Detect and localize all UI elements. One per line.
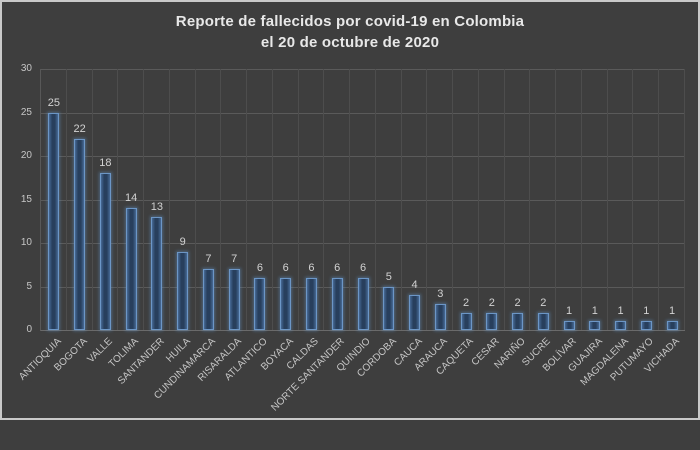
bar (460, 312, 472, 330)
horizontal-gridline (41, 112, 685, 114)
y-tick-label: 5 (26, 280, 32, 292)
vertical-gridline (168, 69, 170, 330)
bar-value-label: 7 (231, 253, 238, 266)
bar-value-label: 2 (488, 296, 495, 309)
vertical-gridline (271, 69, 273, 330)
bar (589, 321, 601, 330)
vertical-gridline (297, 69, 299, 330)
vertical-gridline (684, 69, 685, 330)
vertical-gridline (426, 69, 428, 330)
bar (74, 138, 86, 330)
horizontal-gridline (41, 156, 685, 157)
bar (512, 312, 524, 330)
bar (357, 277, 369, 330)
bar-value-label: 6 (359, 261, 367, 274)
bar-value-label: 1 (617, 305, 624, 318)
vertical-gridline (65, 69, 67, 330)
bar (254, 277, 266, 330)
chart-title-line1: Reporte de fallecidos por covid-19 en Co… (175, 13, 525, 30)
vertical-gridline (503, 69, 505, 330)
bar (48, 112, 60, 330)
y-tick-label: 10 (20, 237, 32, 248)
bar (383, 286, 395, 330)
bar (280, 277, 292, 330)
chart-window: Reporte de fallecidos por covid-19 en Co… (0, 0, 700, 420)
bar (331, 277, 343, 330)
bar-value-label: 22 (73, 122, 86, 135)
bar (177, 251, 189, 330)
bar-value-label: 25 (47, 96, 61, 109)
bar-value-label: 9 (179, 235, 186, 248)
x-axis: ANTIOQUIA BOGOTA VALLE TOLIMA SANTANDER HUILA… (17, 332, 684, 418)
bar-value-label: 1 (643, 305, 650, 318)
vertical-gridline (143, 69, 145, 330)
bar (99, 173, 111, 330)
bar-value-label: 6 (256, 261, 264, 274)
chart-title-line2: el 20 de octubre de 2020 (260, 34, 440, 51)
vertical-gridline (632, 69, 634, 330)
bar (228, 269, 240, 330)
bar-value-label: 3 (437, 287, 444, 300)
horizontal-gridline (41, 243, 685, 244)
bar-value-label: 1 (566, 305, 573, 318)
bar-value-label: 1 (669, 305, 676, 318)
plot-area: 25 22 18 14 13 9 7 7 6 6 6 6 6 5 4 3 2 2 2 2 1 1 1 1 1 (40, 69, 685, 331)
vertical-gridline (529, 69, 531, 330)
bar (537, 312, 549, 330)
bar-value-label: 7 (205, 253, 212, 266)
bar-value-label: 6 (282, 261, 289, 274)
vertical-gridline (194, 69, 196, 330)
vertical-gridline (400, 69, 402, 330)
bar-value-label: 13 (150, 200, 164, 213)
bar-value-label: 5 (385, 270, 392, 283)
y-tick-label: 30 (20, 63, 32, 74)
vertical-gridline (580, 69, 582, 330)
bar (486, 312, 498, 330)
bar-value-label: 2 (540, 296, 547, 309)
chart-title: Reporte de fallecidos por covid-19 en Co… (2, 11, 698, 53)
horizontal-gridline (41, 69, 685, 70)
vertical-gridline (452, 69, 454, 330)
bar-value-label: 4 (411, 279, 418, 292)
vertical-gridline (555, 69, 557, 330)
vertical-gridline (246, 69, 248, 330)
bar-value-label: 1 (591, 305, 598, 318)
vertical-gridline (220, 69, 222, 330)
bar (202, 269, 214, 330)
bar (666, 321, 678, 330)
vertical-gridline (658, 69, 660, 330)
bar-value-label: 2 (514, 296, 521, 309)
vertical-gridline (374, 69, 376, 330)
vertical-gridline (606, 69, 608, 330)
bar-value-label: 14 (125, 192, 138, 205)
bar (640, 321, 652, 330)
vertical-gridline (117, 69, 119, 330)
bar (125, 208, 137, 330)
bar-value-label: 18 (99, 157, 112, 170)
bar (563, 321, 575, 330)
vertical-gridline (349, 69, 351, 330)
bar (615, 321, 627, 330)
y-axis: 0 5 10 15 20 25 30 (2, 63, 32, 335)
y-tick-label: 15 (20, 193, 32, 205)
y-tick-label: 20 (20, 150, 32, 161)
bar (434, 303, 446, 330)
vertical-gridline (323, 69, 325, 330)
bar (305, 277, 317, 330)
y-tick-label: 0 (26, 324, 32, 335)
horizontal-gridline (41, 199, 685, 201)
bar-value-label: 6 (334, 261, 341, 274)
bar (151, 216, 163, 330)
bar (409, 295, 421, 330)
vertical-gridline (91, 69, 93, 330)
bar-value-label: 6 (308, 261, 315, 274)
vertical-gridline (477, 69, 479, 330)
y-tick-label: 25 (20, 106, 32, 118)
bar-value-label: 2 (462, 296, 470, 309)
